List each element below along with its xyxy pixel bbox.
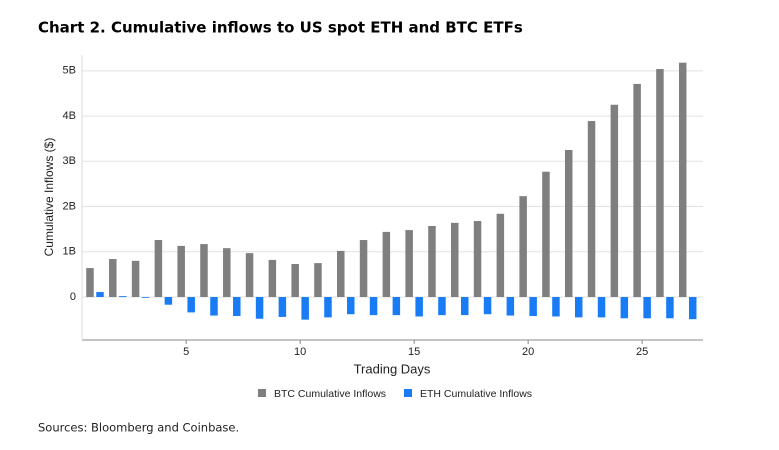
bar (688, 297, 697, 320)
bar (483, 297, 492, 315)
bar (519, 196, 527, 298)
bar (473, 221, 482, 298)
bar (223, 248, 231, 298)
bar (291, 264, 299, 298)
y-tick-label: 3B (63, 155, 76, 167)
bar (666, 297, 674, 319)
bar (337, 250, 345, 298)
x-tick-label: 20 (522, 346, 534, 358)
bar (359, 240, 368, 298)
bar (268, 259, 277, 298)
legend-label: BTC Cumulative Inflows (274, 388, 386, 400)
bar (154, 240, 163, 298)
bar (415, 297, 423, 317)
bar (314, 263, 322, 298)
bar (187, 297, 195, 313)
bar (164, 297, 173, 305)
bar (506, 297, 515, 316)
bar (347, 297, 355, 315)
bar (620, 297, 629, 319)
bar (278, 297, 287, 317)
bar (451, 222, 459, 298)
bar (109, 259, 117, 298)
bar (643, 297, 651, 319)
bar (324, 297, 332, 318)
bar (131, 260, 140, 298)
source-note: Sources: Bloomberg and Coinbase. (38, 421, 239, 435)
bar (552, 297, 560, 317)
bar (369, 297, 378, 316)
legend-swatch (404, 389, 412, 397)
bar (141, 297, 150, 298)
bar (461, 297, 469, 316)
bar (119, 296, 127, 298)
x-tick-label: 15 (408, 346, 420, 358)
bar (86, 268, 94, 298)
y-tick-label: 0 (70, 291, 76, 303)
bar (177, 245, 185, 298)
bar (405, 230, 413, 298)
x-tick-label: 10 (294, 346, 306, 358)
y-tick-label: 2B (63, 200, 76, 212)
bar (587, 121, 596, 298)
bar (542, 171, 550, 298)
bar (200, 244, 208, 298)
legend-label: ETH Cumulative Inflows (420, 388, 532, 400)
bar (392, 297, 401, 316)
bar (382, 231, 391, 298)
bar (564, 150, 573, 298)
bar (245, 253, 254, 298)
bar (438, 297, 446, 316)
x-tick-label: 5 (183, 346, 189, 358)
bar (633, 83, 641, 298)
y-tick-label: 1B (63, 246, 76, 258)
bar (597, 297, 606, 318)
bar (210, 297, 218, 316)
bar (574, 297, 583, 318)
y-tick-label: 5B (63, 65, 76, 77)
chart-title: Chart 2. Cumulative inflows to US spot E… (38, 19, 523, 37)
bar (255, 297, 264, 319)
bar (529, 297, 537, 317)
bar (656, 69, 664, 298)
bar (428, 226, 436, 298)
legend-swatch (258, 389, 266, 397)
bar (96, 292, 104, 298)
bar (301, 297, 309, 320)
x-tick-label: 25 (636, 346, 648, 358)
bar (233, 297, 241, 317)
bar (678, 62, 687, 298)
bar (610, 104, 619, 298)
y-axis-label: Cumulative Inflows ($) (42, 138, 56, 257)
bar (496, 213, 505, 298)
x-axis-label: Trading Days (354, 361, 431, 376)
y-tick-label: 4B (63, 110, 76, 122)
